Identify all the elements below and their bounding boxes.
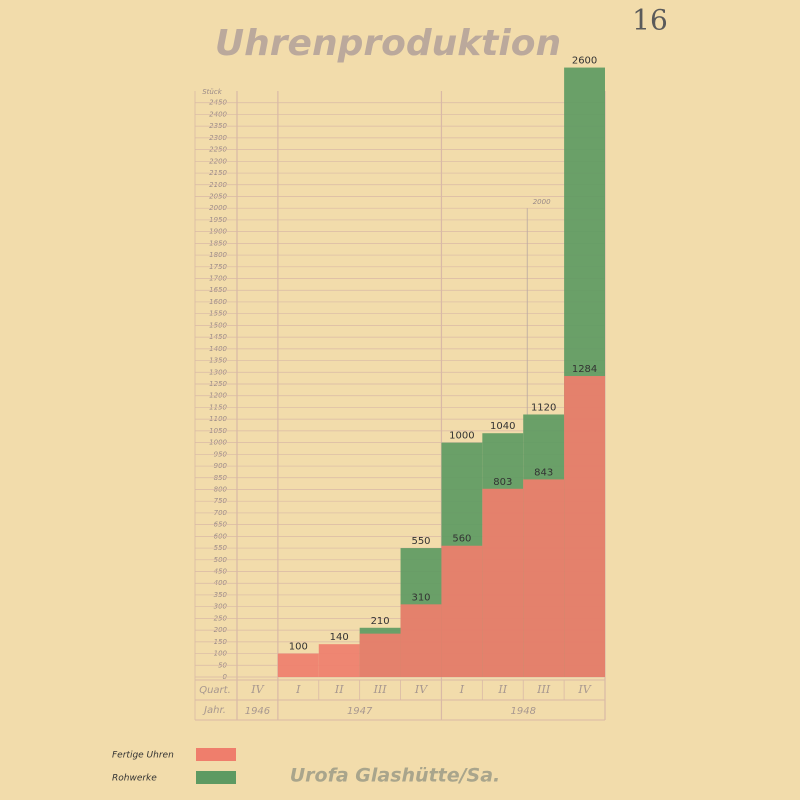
group-label: 1948: [510, 706, 535, 717]
bar: [318, 644, 360, 677]
x-tick-label: III: [536, 683, 551, 696]
y-axis-label: Stück: [202, 88, 222, 96]
chart-title: Uhrenproduktion: [215, 23, 561, 64]
value-label: 210: [371, 616, 390, 627]
legend-label: Rohwerke: [112, 774, 157, 784]
bar: [523, 479, 565, 677]
value-label: 140: [330, 632, 349, 643]
value-label: 1040: [490, 421, 515, 432]
row-label: Quart.: [199, 685, 231, 696]
footer: Urofa Glashütte/Sa.: [290, 765, 501, 787]
x-tick-label: I: [295, 683, 301, 696]
value-label: 1000: [449, 431, 474, 442]
x-tick-label: IV: [250, 683, 264, 696]
value-label: 803: [493, 477, 512, 488]
value-label: 1284: [572, 364, 597, 375]
page-number: 16: [632, 4, 668, 37]
x-tick-label: II: [497, 683, 507, 696]
value-label: 560: [452, 534, 471, 545]
group-label: 1947: [347, 706, 373, 717]
legend-swatch: [196, 771, 236, 784]
annotation: 2000: [533, 198, 551, 206]
x-tick-label: IV: [577, 683, 591, 696]
legend-label: Fertige Uhren: [112, 751, 174, 761]
value-label: 310: [411, 592, 430, 603]
row-label: Jahr.: [202, 705, 226, 716]
value-label: 100: [289, 642, 308, 653]
bar: [359, 633, 401, 677]
value-label: 1120: [531, 402, 556, 413]
x-tick-label: I: [459, 683, 465, 696]
legend-swatch: [196, 748, 236, 761]
bar: [400, 604, 442, 677]
bar: [564, 376, 605, 677]
x-tick-label: III: [373, 683, 388, 696]
bar: [277, 653, 319, 677]
bar: [482, 488, 524, 677]
value-label: 2600: [572, 56, 597, 67]
bar: [441, 545, 483, 677]
value-label: 843: [534, 467, 553, 478]
group-label: 1946: [245, 706, 270, 717]
x-tick-label: II: [334, 683, 344, 696]
x-tick-label: IV: [414, 683, 428, 696]
value-label: 550: [411, 536, 430, 547]
